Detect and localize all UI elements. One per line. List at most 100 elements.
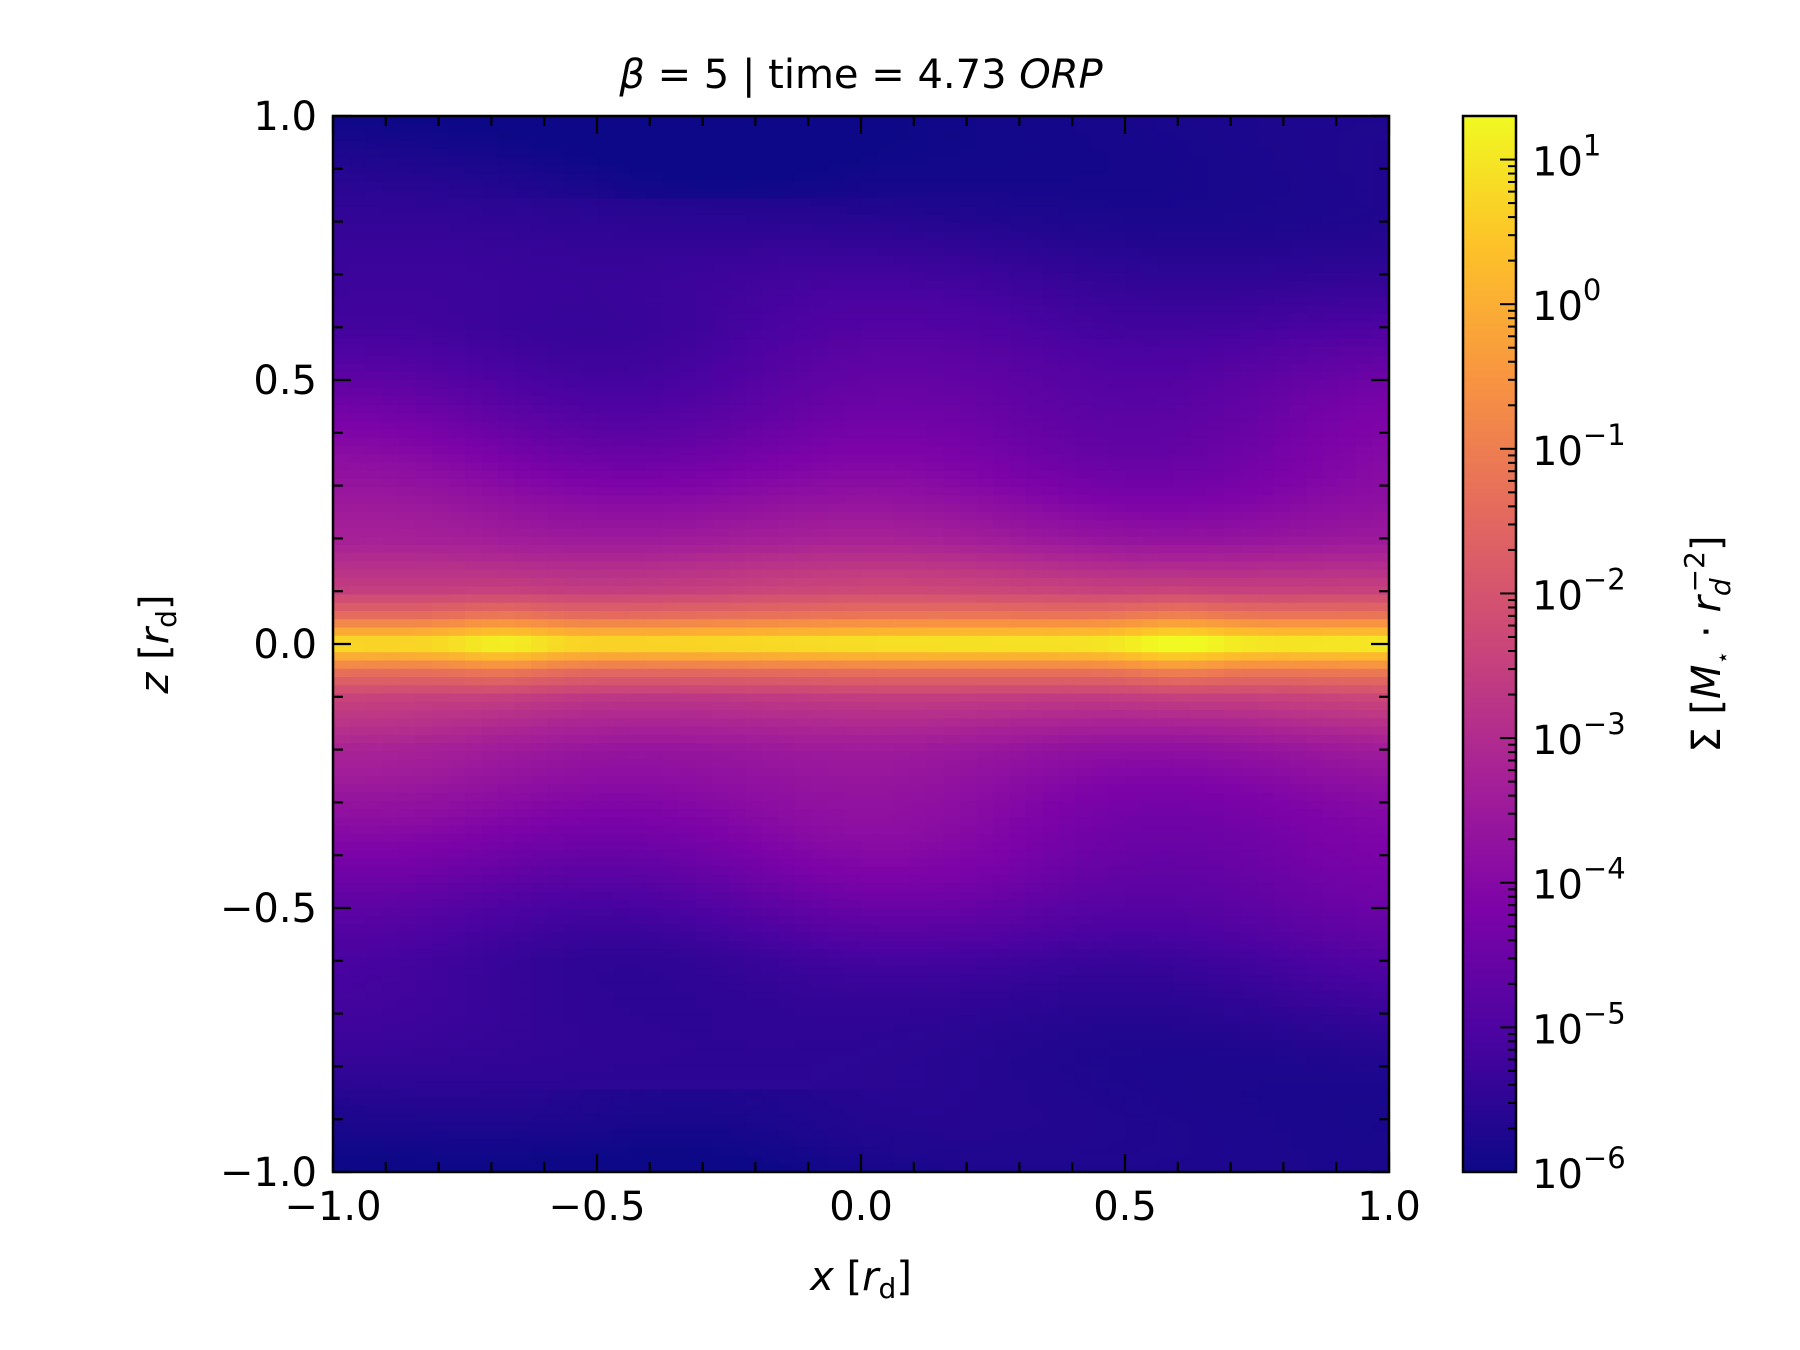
heatmap-cell [564, 503, 582, 513]
heatmap-cell [1009, 569, 1027, 579]
heatmap-cell [514, 363, 532, 373]
heatmap-cell [349, 289, 367, 299]
heatmap-cell [448, 281, 466, 290]
heatmap-cell [1290, 470, 1308, 480]
heatmap-cell [1026, 355, 1044, 365]
heatmap-cell [1059, 272, 1077, 282]
heatmap-cell [1174, 479, 1192, 488]
heatmap-cell [1306, 404, 1324, 414]
heatmap-cell [1059, 462, 1077, 472]
heatmap-cell [1141, 347, 1159, 356]
heatmap-cell [762, 165, 780, 175]
heatmap-cell [828, 611, 846, 620]
heatmap-cell [811, 561, 829, 571]
heatmap-cell [1174, 124, 1192, 134]
heatmap-cell [679, 413, 697, 422]
heatmap-cell [1240, 701, 1258, 711]
heatmap-cell [1372, 182, 1389, 191]
heatmap-cell [861, 726, 879, 736]
heatmap-cell [613, 660, 631, 670]
heatmap-cell [349, 536, 367, 546]
heatmap-cell [1158, 231, 1176, 241]
heatmap-cell [613, 231, 631, 241]
heatmap-cell [976, 330, 994, 340]
heatmap-cell [1125, 355, 1143, 365]
heatmap-cell [1158, 495, 1176, 505]
heatmap-cell [795, 611, 813, 620]
heatmap-cell [349, 495, 367, 505]
heatmap-cell [1075, 594, 1093, 604]
heatmap-cell [448, 256, 466, 266]
heatmap-cell [1257, 190, 1275, 200]
heatmap-cell [1009, 281, 1027, 290]
heatmap-cell [349, 512, 367, 521]
heatmap-cell [1059, 404, 1077, 414]
heatmap-cell [399, 322, 417, 332]
heatmap-cell [1290, 388, 1308, 398]
heatmap-cell [1075, 132, 1093, 142]
heatmap-cell [580, 668, 598, 678]
heatmap-cell [1257, 693, 1275, 703]
heatmap-cell [580, 586, 598, 596]
heatmap-cell [333, 479, 351, 488]
heatmap-cell [663, 726, 681, 736]
heatmap-cell [1075, 314, 1093, 323]
heatmap-cell [1372, 652, 1389, 662]
heatmap-cell [1026, 363, 1044, 373]
heatmap-cell [993, 644, 1011, 653]
heatmap-cell [1306, 338, 1324, 348]
heatmap-cell [1108, 380, 1126, 389]
heatmap-cell [943, 173, 961, 183]
heatmap-cell [1009, 421, 1027, 431]
heatmap-cell [498, 248, 516, 257]
heatmap-cell [778, 248, 796, 257]
heatmap-cell [1240, 685, 1258, 695]
heatmap-cell [1042, 569, 1060, 579]
heatmap-cell [1323, 421, 1341, 431]
heatmap-cell [696, 355, 714, 365]
heatmap-cell [1240, 693, 1258, 703]
heatmap-cell [597, 404, 615, 414]
heatmap-cell [1092, 429, 1110, 439]
heatmap-cell [382, 239, 400, 249]
heatmap-cell [1059, 520, 1077, 530]
heatmap-cell [1059, 314, 1077, 323]
heatmap-cell [498, 124, 516, 134]
heatmap-cell [1009, 462, 1027, 472]
heatmap-cell [1108, 190, 1126, 200]
heatmap-cell [795, 231, 813, 241]
heatmap-cell [382, 165, 400, 175]
heatmap-cell [531, 182, 549, 191]
heatmap-cell [366, 272, 384, 282]
heatmap-cell [1174, 256, 1192, 266]
heatmap-cell [531, 470, 549, 480]
heatmap-cell [399, 182, 417, 191]
heatmap-cell [1257, 355, 1275, 365]
heatmap-cell [1290, 487, 1308, 497]
heatmap-cell [1092, 289, 1110, 299]
heatmap-cell [745, 256, 763, 266]
heatmap-cell [910, 297, 928, 307]
heatmap-cell [1339, 693, 1357, 703]
heatmap-cell [1290, 248, 1308, 257]
heatmap-cell [844, 314, 862, 323]
heatmap-cell [1108, 495, 1126, 505]
heatmap-cell [663, 652, 681, 662]
heatmap-cell [514, 124, 532, 134]
heatmap-cell [1092, 487, 1110, 497]
heatmap-cell [1108, 718, 1126, 728]
heatmap-cell [481, 239, 499, 249]
heatmap-cell [1191, 289, 1209, 299]
heatmap-cell [481, 586, 499, 596]
heatmap-cell [1207, 487, 1225, 497]
heatmap-cell [1026, 289, 1044, 299]
heatmap-cell [696, 693, 714, 703]
heatmap-cell [465, 429, 483, 439]
heatmap-cell [448, 734, 466, 744]
heatmap-cell [498, 404, 516, 414]
heatmap-cell [1306, 652, 1324, 662]
heatmap-cell [877, 314, 895, 323]
heatmap-cell [1108, 660, 1126, 670]
heatmap-cell [597, 272, 615, 282]
heatmap-cell [712, 363, 730, 373]
